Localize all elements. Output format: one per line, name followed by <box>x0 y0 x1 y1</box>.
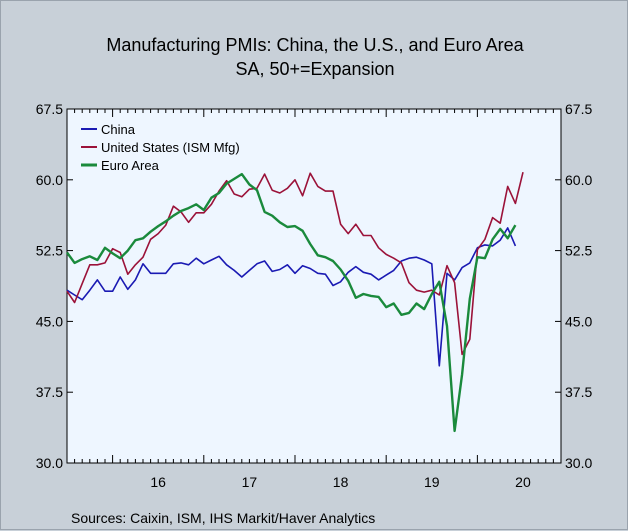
x-tick-label: 16 <box>150 474 166 490</box>
legend-label-china: China <box>101 122 136 137</box>
y-tick-label-right: 52.5 <box>565 243 592 259</box>
y-tick-label-left: 37.5 <box>36 384 63 400</box>
source-note: Sources: Caixin, ISM, IHS Markit/Haver A… <box>71 510 375 526</box>
x-tick-label: 20 <box>515 474 531 490</box>
y-tick-label-right: 60.0 <box>565 172 592 188</box>
y-tick-label-right: 30.0 <box>565 455 592 471</box>
x-tick-label: 17 <box>242 474 258 490</box>
y-tick-label-left: 45.0 <box>36 313 63 329</box>
y-tick-label-right: 37.5 <box>565 384 592 400</box>
x-tick-label: 19 <box>424 474 440 490</box>
tick-layer: 30.0 30.0 37.5 37.5 45.0 45.0 52.5 52.5 60.0 60.0… <box>36 101 593 490</box>
y-tick-label-right: 45.0 <box>565 313 592 329</box>
y-tick-label-right: 67.5 <box>565 101 592 117</box>
plot-area <box>66 108 562 464</box>
series-line-united-states-ism-mfg <box>66 172 524 356</box>
legend-label-united-states-ism-mfg: United States (ISM Mfg) <box>101 140 240 155</box>
legend-label-euro-area: Euro Area <box>101 158 160 173</box>
y-tick-label-left: 52.5 <box>36 243 63 259</box>
series-line-china <box>66 227 517 367</box>
y-tick-label-left: 67.5 <box>36 101 63 117</box>
chart-subtitle: SA, 50+=Expansion <box>235 59 394 79</box>
legend: China United States (ISM Mfg) Euro Area <box>81 122 240 173</box>
y-tick-label-left: 60.0 <box>36 172 63 188</box>
series-line-euro-area <box>66 172 517 433</box>
x-tick-label: 18 <box>333 474 349 490</box>
series-layer <box>66 172 524 433</box>
y-tick-label-left: 30.0 <box>36 455 63 471</box>
chart-title: Manufacturing PMIs: China, the U.S., and… <box>106 35 524 55</box>
